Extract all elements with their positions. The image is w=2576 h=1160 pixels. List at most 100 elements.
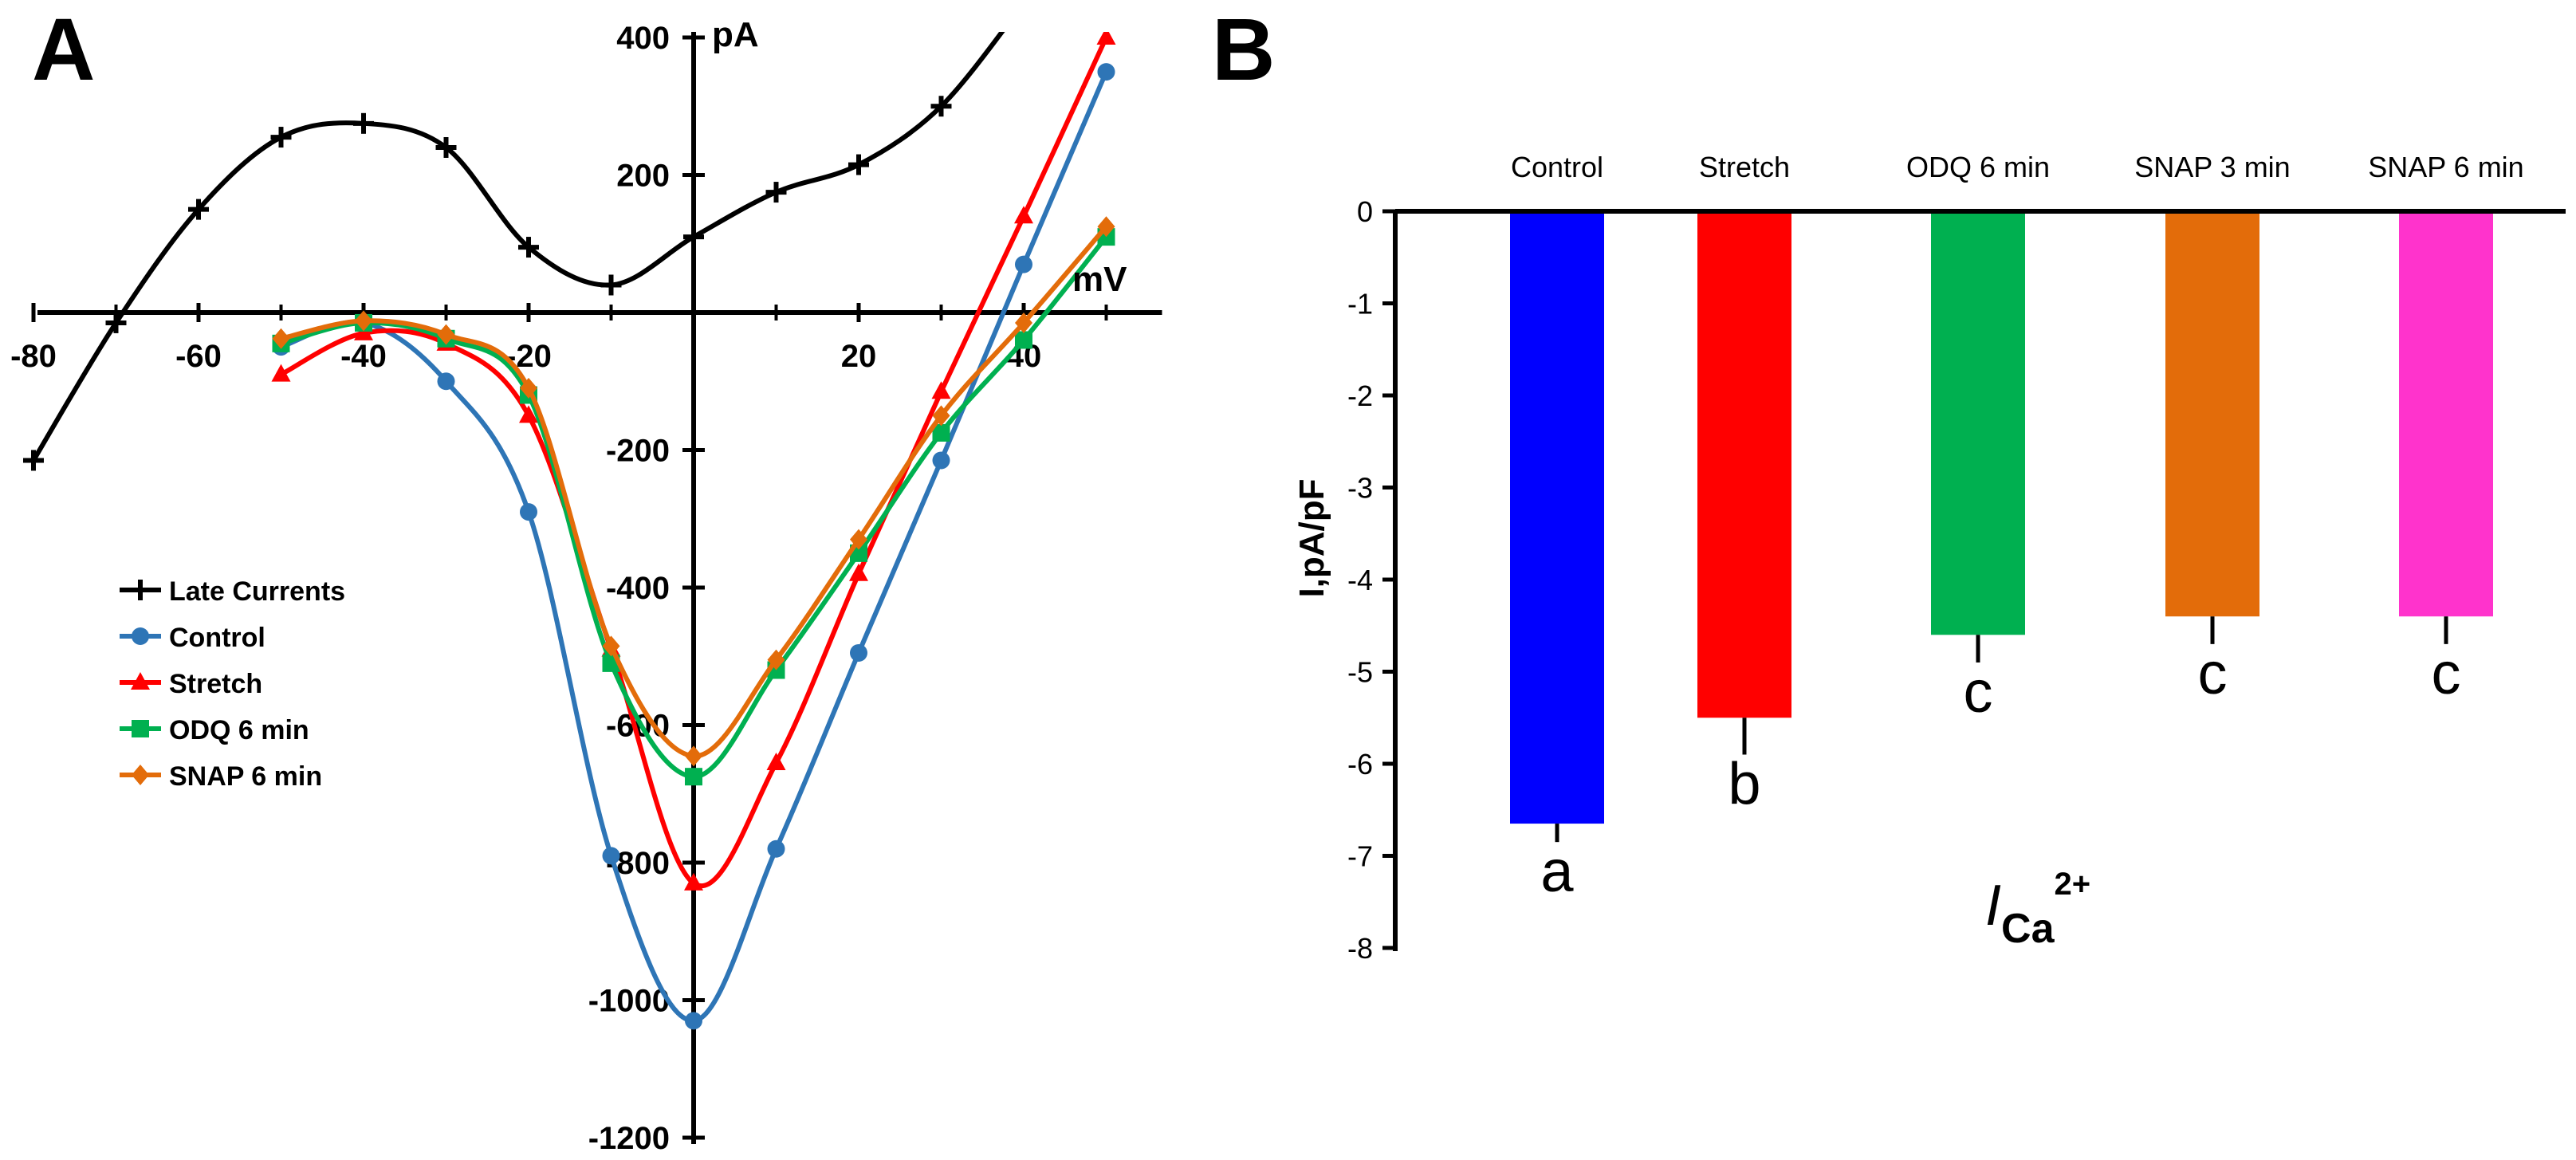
category-label-stretch: Stretch — [1699, 151, 1790, 183]
point-control — [437, 372, 455, 391]
point-late-currents — [105, 312, 127, 333]
panel-b-x-axis-label: ICa2+ — [1985, 867, 2090, 952]
bar-snap-3-min — [2165, 211, 2259, 617]
panel-a-y-tick-label: 200 — [616, 159, 670, 194]
panel-a-x-axis-label: mV — [1072, 260, 1127, 299]
panel-a-y-tick-label: -1200 — [588, 1121, 670, 1156]
panel-b-y-tick-label: -1 — [1347, 288, 1373, 320]
point-snap-6-min — [272, 328, 290, 349]
category-label-control: Control — [1511, 151, 1603, 183]
category-label-snap-3-min: SNAP 3 min — [2134, 151, 2290, 183]
bar-snap-6-min — [2399, 211, 2493, 617]
significance-letter-control: a — [1540, 838, 1574, 904]
point-late-currents — [930, 96, 952, 117]
point-control — [602, 847, 620, 865]
point-stretch — [684, 872, 703, 891]
legend-label-odq-6-min: ODQ 6 min — [169, 715, 309, 745]
panel-b-y-tick-label: 0 — [1357, 195, 1373, 228]
point-control — [767, 840, 785, 858]
point-stretch — [519, 405, 538, 423]
point-stretch — [1096, 32, 1116, 45]
point-control — [932, 451, 950, 470]
panel-a-y-tick-label: -200 — [606, 434, 670, 469]
panel-b-x-label-sup: 2+ — [2055, 867, 2091, 902]
panel-a-x-tick-label: -60 — [175, 339, 222, 374]
point-snap-6-min — [602, 635, 620, 657]
point-late-currents — [683, 226, 704, 248]
point-stretch — [849, 563, 868, 581]
panel-a-letter: A — [32, 1, 95, 99]
panel-a-y-tick-label: -1000 — [588, 984, 670, 1019]
panel-a-legend: Late Currents Control Stretch ODQ 6 min SNAP… — [120, 576, 345, 792]
point-snap-6-min — [850, 529, 867, 550]
panel-b-y-tick-label: -2 — [1347, 379, 1373, 412]
point-snap-6-min — [767, 649, 785, 670]
series-late-currents — [23, 32, 1005, 471]
panel-b-axes: 0 -1 -2 -3 -4 -5 -6 -7 -8 Control Stretch ODQ 6 min… — [1347, 151, 2566, 965]
point-snap-6-min — [520, 377, 537, 399]
point-stretch — [271, 364, 291, 382]
point-stretch — [766, 752, 786, 770]
point-snap-6-min — [1015, 312, 1032, 333]
panel-a-y-axis-label: pA — [712, 15, 759, 54]
point-stretch — [931, 381, 951, 399]
series-line-control — [280, 70, 1109, 1024]
point-control — [1015, 255, 1032, 273]
panel-b-y-tick-label: -4 — [1347, 564, 1373, 596]
panel-b-y-axis-label: I,pA/pF — [1292, 478, 1331, 597]
series-stretch — [271, 32, 1116, 891]
point-odq-6-min — [932, 423, 950, 442]
panel-a-line-chart: A -80 -60 -40 -20 20 40400200-200-400-600-800… — [10, 1, 1162, 1156]
legend-label-control: Control — [169, 623, 265, 653]
point-late-currents — [270, 127, 292, 148]
legend-marker-snap-6-min — [132, 765, 149, 785]
legend-label-stretch: Stretch — [169, 669, 262, 699]
panel-b-bar-chart: B a b c c c 0 -1 -2 -3 -4 -5 -6 -7 -8 Control Stretch O… — [1212, 1, 2566, 965]
legend-label-snap-6-min: SNAP 6 min — [169, 761, 322, 792]
point-snap-6-min — [1097, 216, 1115, 238]
significance-letter-stretch: b — [1728, 750, 1760, 816]
panel-b-letter: B — [1212, 1, 1275, 99]
point-odq-6-min — [685, 768, 702, 786]
point-snap-6-min — [932, 405, 950, 427]
panel-b-y-tick-label: -7 — [1347, 840, 1373, 873]
bar-odq-6-min — [1931, 211, 2025, 635]
panel-b-y-tick-label: -3 — [1347, 472, 1373, 505]
point-late-currents — [353, 112, 374, 134]
legend-marker-control — [132, 627, 149, 645]
point-snap-6-min — [437, 324, 455, 345]
significance-letter-odq-6-min: c — [1964, 659, 1993, 725]
bar-control — [1510, 211, 1604, 824]
significance-letter-snap-6-min: c — [2432, 640, 2461, 706]
point-control — [1097, 63, 1115, 81]
panel-b-x-label-sub: Ca — [2001, 906, 2055, 952]
panel-b-bars-layer: a b c c c — [1510, 211, 2493, 904]
legend-label-late-currents: Late Currents — [169, 576, 345, 607]
panel-a-series-layer — [23, 32, 1116, 1030]
point-late-currents — [600, 274, 622, 296]
panel-a-y-tick-label: 400 — [616, 21, 670, 56]
point-control — [685, 1012, 702, 1030]
category-label-odq-6-min: ODQ 6 min — [1906, 151, 2050, 183]
point-odq-6-min — [1015, 331, 1032, 349]
category-label-snap-6-min: SNAP 6 min — [2368, 151, 2523, 183]
legend-marker-odq-6-min — [132, 720, 149, 737]
series-snap-6-min — [272, 216, 1115, 767]
panel-b-y-tick-label: -5 — [1347, 656, 1373, 689]
point-late-currents — [518, 237, 539, 258]
panel-a-x-tick-label: 20 — [841, 339, 877, 374]
point-late-currents — [848, 154, 869, 175]
point-snap-6-min — [355, 310, 372, 332]
point-control — [520, 503, 537, 521]
panel-a-x-tick-label: -80 — [10, 339, 57, 374]
point-late-currents — [435, 137, 457, 158]
panel-a-x-tick-label: -40 — [340, 339, 387, 374]
point-snap-6-min — [685, 745, 702, 767]
significance-letter-snap-3-min: c — [2198, 640, 2228, 706]
legend-marker-late-currents — [130, 580, 151, 600]
point-stretch — [1014, 206, 1033, 224]
panel-b-y-tick-label: -8 — [1347, 932, 1373, 965]
panel-b-y-tick-label: -6 — [1347, 748, 1373, 781]
point-control — [850, 643, 867, 662]
point-late-currents — [765, 182, 787, 203]
